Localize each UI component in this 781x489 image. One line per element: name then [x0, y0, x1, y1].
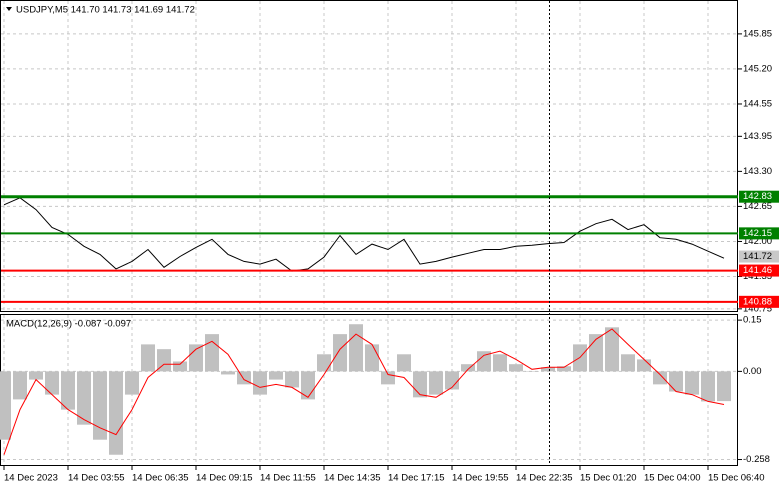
macd-bar	[0, 371, 11, 440]
macd-bar	[77, 371, 91, 425]
macd-bar	[173, 361, 187, 372]
macd-bar	[301, 371, 315, 400]
macd-bar	[61, 371, 75, 410]
x-tick-label: 15 Dec 01:20	[580, 473, 637, 484]
x-tick-label: 14 Dec 03:55	[68, 473, 125, 484]
macd-bar	[477, 351, 491, 372]
y-tick-label: 143.95	[743, 131, 772, 142]
macd-bar	[141, 344, 155, 372]
macd-bar	[413, 371, 427, 398]
macd-bar	[93, 371, 107, 440]
price-panel	[0, 0, 738, 312]
macd-title: MACD(12,26,9) -0.087 -0.097	[6, 319, 131, 330]
macd-bar	[253, 371, 267, 395]
macd-bar	[493, 354, 507, 372]
x-tick-label: 15 Dec 04:00	[644, 473, 701, 484]
macd-bar	[221, 371, 235, 375]
macd-bar	[445, 371, 459, 390]
price-line	[3, 197, 725, 272]
macd-bar	[285, 371, 299, 388]
macd-bar	[109, 371, 123, 455]
macd-bar	[205, 334, 219, 372]
y-tick-label: 140.75	[743, 303, 772, 314]
y-tick-label: 143.30	[743, 166, 772, 177]
macd-bar	[541, 367, 555, 372]
level-label-bg	[739, 190, 779, 203]
x-tick-label: 14 Dec 22:35	[516, 473, 573, 484]
level-label: 141.46	[743, 265, 772, 276]
y-tick-label: 142.65	[743, 201, 772, 212]
x-tick-label: 14 Dec 06:35	[132, 473, 189, 484]
x-tick-label: 14 Dec 17:15	[388, 473, 445, 484]
macd-bar	[669, 371, 683, 392]
x-tick-label: 14 Dec 11:55	[260, 473, 316, 484]
macd-bar	[317, 354, 331, 372]
x-tick-label: 14 Dec 19:55	[452, 473, 509, 484]
macd-bar	[701, 371, 715, 402]
macd-bar	[45, 371, 59, 395]
macd-bar	[157, 349, 171, 372]
macd-bar	[525, 371, 539, 372]
macd-bar	[29, 371, 43, 380]
macd-bar	[637, 359, 651, 372]
price-title: USDJPY,M5 141.70 141.73 141.69 141.72	[16, 5, 195, 16]
macd-bar	[461, 364, 475, 372]
macd-bar	[365, 344, 379, 372]
signal-line	[3, 328, 725, 455]
macd-bar	[653, 371, 667, 385]
level-label-bg	[739, 295, 779, 308]
macd-bar	[557, 366, 571, 372]
last-price-bg	[739, 250, 779, 263]
macd-bar	[269, 371, 283, 380]
macd-bar	[509, 364, 523, 372]
macd-bar	[189, 344, 203, 372]
dropdown-icon	[6, 7, 12, 11]
last-price-label: 141.72	[743, 251, 772, 262]
y-tick-label: 142.00	[743, 236, 772, 247]
level-label-bg	[739, 227, 779, 240]
x-tick-label: 15 Dec 06:40	[708, 473, 765, 484]
macd-bar	[429, 371, 443, 395]
macd-bar	[605, 327, 619, 372]
level-label-bg	[739, 264, 779, 277]
macd-bar	[621, 354, 635, 372]
y-tick-label: -0.258	[743, 454, 770, 465]
macd-bar	[685, 371, 699, 395]
y-tick-label: 0.15	[743, 315, 762, 326]
macd-bar	[381, 371, 395, 385]
level-label: 142.83	[743, 191, 772, 202]
macd-bar	[397, 354, 411, 372]
level-label: 142.15	[743, 228, 772, 239]
y-tick-label: 145.85	[743, 28, 772, 39]
macd-bar	[125, 371, 139, 395]
y-tick-label: 0.00	[743, 366, 762, 377]
macd-bar	[717, 371, 731, 402]
x-tick-label: 14 Dec 14:35	[324, 473, 381, 484]
y-tick-label: 144.55	[743, 98, 772, 109]
macd-bar	[13, 371, 27, 400]
macd-bar	[349, 324, 363, 372]
x-tick-label: 14 Dec 09:15	[196, 473, 253, 484]
x-tick-label: 14 Dec 2023	[4, 473, 58, 484]
level-label: 140.88	[743, 296, 772, 307]
macd-bar	[333, 334, 347, 372]
y-tick-label: 145.20	[743, 63, 772, 74]
